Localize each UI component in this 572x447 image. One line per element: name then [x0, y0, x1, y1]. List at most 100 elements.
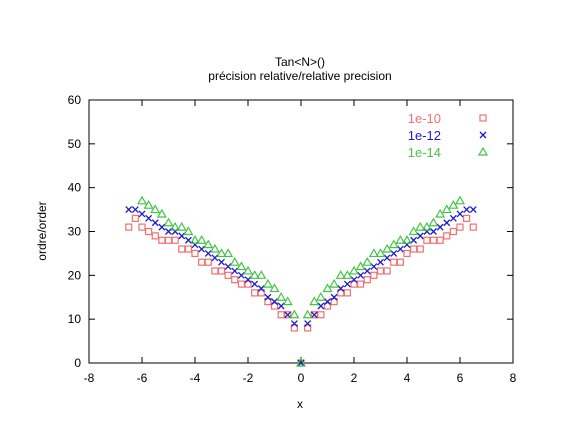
point-1e-14: [448, 199, 459, 209]
point-1e-14: [282, 296, 293, 306]
point-1e-14: [136, 195, 148, 205]
point-1e-12: [131, 206, 139, 214]
point-1e-14: [408, 226, 419, 236]
point-1e-10: [463, 214, 471, 222]
data-points: [125, 195, 477, 367]
point-1e-14: [196, 235, 207, 244]
point-1e-14: [421, 221, 432, 231]
point-1e-12: [178, 232, 186, 240]
point-1e-10: [284, 311, 292, 319]
point-1e-10: [131, 214, 139, 222]
point-1e-12: [330, 293, 338, 301]
x-tick-label: -6: [137, 371, 148, 385]
point-1e-10: [257, 289, 265, 297]
point-1e-14: [302, 309, 313, 319]
legend-label: 1e-10: [408, 111, 441, 126]
point-1e-12: [151, 219, 159, 227]
point-1e-14: [143, 199, 154, 209]
y-tick-label: 50: [68, 137, 82, 151]
point-1e-10: [211, 267, 219, 275]
point-1e-14: [355, 261, 366, 271]
point-1e-10: [164, 236, 173, 244]
point-1e-12: [436, 223, 444, 231]
point-1e-12: [310, 311, 318, 319]
point-1e-12: [396, 245, 404, 253]
point-1e-14: [276, 292, 287, 301]
point-1e-14: [249, 270, 260, 279]
point-1e-10: [456, 223, 464, 231]
axis-ticks: -8 -6 -4 -2 0 2 4 6 8 0 10 20 30 40 50 60: [68, 93, 517, 385]
point-1e-12: [264, 293, 272, 301]
chart-subtitle: précision relative/relative precision: [208, 69, 391, 83]
point-1e-10: [264, 298, 272, 306]
x-tick-label: 6: [457, 371, 464, 385]
origin-point-1e-14: [295, 357, 307, 367]
point-1e-12: [204, 249, 212, 257]
point-1e-10: [251, 289, 259, 297]
point-1e-12: [383, 254, 391, 262]
legend-label: 1e-14: [408, 145, 441, 160]
point-1e-12: [284, 311, 292, 319]
point-1e-12: [423, 228, 431, 235]
point-1e-12: [224, 263, 232, 271]
point-1e-12: [430, 228, 437, 235]
point-1e-12: [218, 258, 225, 266]
point-1e-10: [138, 223, 146, 231]
point-1e-14: [342, 270, 353, 279]
point-1e-14: [163, 217, 174, 227]
point-1e-10: [125, 223, 133, 231]
point-1e-10: [436, 236, 444, 244]
point-1e-14: [348, 265, 360, 275]
point-1e-10: [443, 232, 451, 240]
point-1e-10: [403, 249, 411, 258]
point-1e-14: [203, 239, 214, 249]
point-1e-10: [423, 236, 431, 244]
point-1e-12: [171, 228, 179, 235]
y-tick-label: 10: [68, 312, 82, 326]
point-1e-12: [165, 228, 172, 235]
point-1e-14: [454, 195, 466, 205]
point-1e-14: [236, 261, 247, 271]
point-1e-12: [463, 206, 471, 214]
point-1e-12: [290, 320, 298, 328]
point-1e-14: [209, 243, 220, 253]
point-1e-10: [343, 289, 351, 297]
point-1e-10: [270, 302, 279, 310]
point-1e-14: [329, 278, 340, 288]
point-1e-10: [370, 271, 378, 279]
point-1e-14: [262, 278, 273, 288]
point-1e-12: [231, 267, 239, 275]
point-1e-12: [304, 320, 312, 328]
point-1e-12: [324, 298, 331, 306]
point-1e-10: [304, 324, 312, 332]
x-tick-label: -4: [190, 371, 201, 385]
point-1e-12: [184, 236, 192, 244]
legend-label: 1e-12: [408, 128, 441, 143]
point-1e-10: [449, 227, 457, 236]
point-1e-14: [315, 292, 326, 301]
point-1e-12: [403, 241, 411, 249]
point-1e-12: [317, 302, 325, 310]
point-1e-14: [375, 248, 386, 258]
point-1e-12: [363, 267, 371, 275]
point-1e-10: [416, 245, 424, 253]
point-1e-12: [257, 285, 265, 292]
point-1e-10: [231, 276, 239, 284]
point-1e-12: [337, 285, 345, 292]
x-tick-label: 4: [404, 371, 411, 385]
point-1e-10: [376, 267, 385, 275]
point-1e-10: [151, 232, 159, 240]
point-1e-12: [343, 280, 351, 288]
point-1e-12: [211, 254, 219, 262]
point-1e-12: [350, 276, 358, 284]
point-1e-10: [184, 245, 192, 253]
point-1e-10: [171, 236, 179, 244]
point-1e-14: [395, 235, 406, 244]
point-1e-14: [382, 243, 393, 253]
point-1e-10: [310, 311, 318, 319]
point-1e-12: [416, 232, 424, 240]
y-tick-label: 30: [68, 225, 82, 239]
point-1e-14: [223, 248, 234, 258]
x-tick-label: -8: [84, 371, 95, 385]
